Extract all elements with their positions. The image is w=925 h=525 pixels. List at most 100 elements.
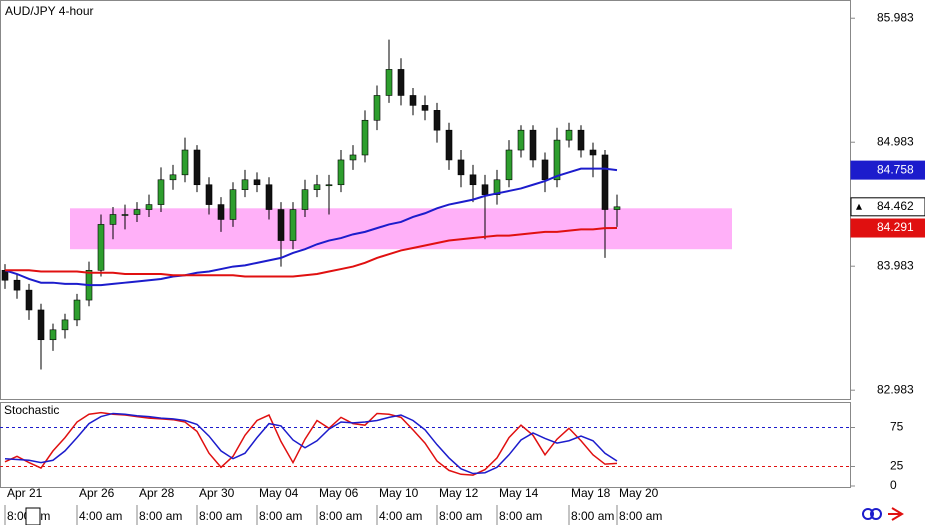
candle-body (253, 179, 261, 186)
candle-body (529, 129, 537, 161)
last-price: 84.462 (877, 199, 914, 213)
candle-body (313, 184, 321, 191)
candle-body (277, 209, 285, 241)
candle-body (37, 309, 45, 341)
last-price-box (850, 197, 925, 217)
plot-layer: 82.983 83.983 84.983 85.983 Apr 21 8:00 am Apr… (0, 10, 914, 523)
candle-body (109, 214, 117, 225)
candle-body (613, 206, 621, 210)
candle-body (301, 189, 309, 210)
stochastic-title: Stochastic (4, 403, 59, 417)
y-tick-label: 82.983 (877, 382, 914, 396)
y-tick-label: 85.983 (877, 10, 914, 24)
candle-body (97, 224, 105, 271)
x-tick-label: May 14 (499, 486, 539, 500)
candle-body (541, 159, 549, 181)
candle-body (133, 209, 141, 215)
candle-body (505, 149, 513, 181)
candle-body (229, 189, 237, 220)
x-tick-time-label: 8:00 am (319, 509, 362, 523)
stochastic-line (4, 412, 618, 475)
candle-body (409, 95, 417, 106)
candle-body (433, 110, 441, 131)
x-tick-time-label: 4:00 am (79, 509, 122, 523)
candle-body (349, 154, 357, 161)
ma-last-value: 84.758 (877, 162, 914, 176)
x-tick-label: Apr 28 (139, 486, 175, 500)
candle-body (193, 149, 201, 186)
candle-body (469, 174, 477, 186)
moving-average (5, 227, 618, 278)
x-tick-time-label: 8:00 am (499, 509, 542, 523)
x-tick-time-label: 8:00 am (199, 509, 242, 523)
candle-body (157, 179, 165, 205)
candle-body (517, 129, 525, 151)
x-tick-label: Apr 30 (199, 486, 235, 500)
candle-body (361, 119, 369, 156)
candle-body (25, 289, 33, 311)
candle-body (241, 179, 249, 191)
candle-body (217, 204, 225, 220)
candle-body (13, 279, 21, 291)
candle-body (565, 129, 573, 141)
candle-body (181, 149, 189, 176)
stochastic-panel-border (0, 402, 851, 488)
x-tick-label: May 10 (379, 486, 419, 500)
candle-body (457, 159, 465, 176)
candle-body (397, 69, 405, 96)
candle-body (373, 95, 381, 121)
moving-average (4, 167, 618, 287)
x-tick-time-label: 8:00 am (619, 509, 662, 523)
ma-last-value-box (850, 218, 925, 238)
candle-body (205, 184, 213, 205)
y-tick-label: 84.983 (877, 134, 914, 148)
candle-body (49, 329, 57, 341)
candle-body (61, 319, 69, 331)
ma-last-value-box (850, 160, 925, 180)
x-tick-label: Apr 26 (79, 486, 115, 500)
candle-body (289, 209, 297, 241)
y-tick-label: 25 (890, 459, 904, 473)
stochastic-line (4, 411, 618, 476)
candle-body (121, 214, 129, 216)
support-zone (70, 208, 732, 250)
candle-body (493, 179, 501, 195)
cursor-box (25, 507, 41, 525)
stochastic-title-box (2, 403, 72, 420)
candle-body (445, 129, 453, 161)
candle-body (169, 174, 177, 181)
chart-title: AUD/JPY 4-hour (5, 4, 93, 18)
y-tick-label: 83.983 (877, 258, 914, 272)
candle-body (337, 159, 345, 186)
x-tick-time-label: 8:00 am (139, 509, 182, 523)
title-box (2, 2, 110, 22)
candle-body (73, 299, 81, 321)
candle-body (481, 184, 489, 195)
candle-body (265, 184, 273, 210)
candle-body (325, 184, 333, 187)
x-tick-label: May 04 (259, 486, 299, 500)
candle-body (553, 139, 561, 181)
x-tick-label: Apr 21 (7, 486, 43, 500)
ma-last-value: 84.291 (877, 220, 914, 234)
x-tick-time-label: 8:00 am (259, 509, 302, 523)
toolbar-icons[interactable] (862, 507, 904, 521)
candle-body (385, 69, 393, 96)
x-tick-label: May 06 (319, 486, 359, 500)
x-tick-time-label: 4:00 am (379, 509, 422, 523)
candle-body (589, 149, 597, 156)
candle-body (601, 154, 609, 210)
x-tick-label: May 18 (571, 486, 611, 500)
x-tick-label: May 12 (439, 486, 479, 500)
x-tick-time-label: 8:00 am (439, 509, 482, 523)
last-price-marker (856, 203, 862, 210)
candle-body (421, 105, 429, 111)
candle-body (145, 204, 153, 210)
x-tick-label: May 20 (619, 486, 659, 500)
y-tick-label: 0 (890, 478, 897, 492)
candle-body (577, 129, 585, 151)
x-tick-time-label: 8:00 am (571, 509, 614, 523)
y-tick-label: 75 (890, 420, 904, 434)
